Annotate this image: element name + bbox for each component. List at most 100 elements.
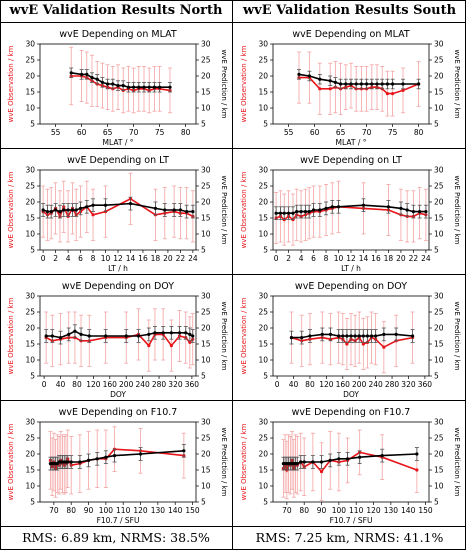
prediction-point <box>320 332 324 336</box>
prediction-point <box>405 208 409 212</box>
x-tick-label: 8 <box>91 254 96 263</box>
prediction-point <box>112 454 117 458</box>
y-tick-label: 5 <box>263 498 268 507</box>
prediction-point <box>169 331 173 335</box>
y2-axis-label: wvE Prediction / km <box>220 50 228 119</box>
y-tick-label: 15 <box>25 466 35 475</box>
observation-point <box>328 87 332 91</box>
prediction-point <box>382 332 386 336</box>
plot-data <box>289 311 415 374</box>
x-tick-label: 200 <box>119 380 134 389</box>
y2-tick-label: 15 <box>434 214 444 223</box>
prediction-point <box>128 202 133 206</box>
prediction-point <box>85 205 89 209</box>
x-tick-label: 100 <box>99 506 114 515</box>
chart-title: wvE Depending on MLAT <box>59 29 177 40</box>
prediction-point <box>70 208 75 212</box>
y-tick-label: 25 <box>258 308 268 317</box>
x-tick-label: 70 <box>49 506 59 515</box>
prediction-point <box>45 210 50 214</box>
x-tick-label: 2 <box>286 254 291 263</box>
x-tick-label: 110 <box>116 506 131 515</box>
prediction-point <box>163 208 167 212</box>
y-tick-label: 20 <box>25 450 35 459</box>
prediction-point <box>328 458 332 462</box>
prediction-point <box>299 210 303 214</box>
x-tick-label: 70 <box>129 128 139 137</box>
x-tick-label: 240 <box>368 380 383 389</box>
chart-title: wvE Depending on DOY <box>295 281 407 292</box>
prediction-point <box>152 85 156 89</box>
prediction-point <box>74 208 78 212</box>
observation-point <box>188 340 192 344</box>
y-tick-label: 15 <box>258 466 268 475</box>
plot-data <box>44 308 195 372</box>
prediction-point <box>66 208 70 212</box>
x-tick-label: 140 <box>401 506 416 515</box>
prediction-point <box>345 334 349 338</box>
y2-tick-label: 25 <box>434 182 444 191</box>
prediction-point <box>359 82 363 86</box>
prediction-point <box>337 334 341 338</box>
y2-tick-label: 30 <box>201 418 211 427</box>
prediction-point <box>142 85 146 89</box>
prediction-point <box>291 211 295 215</box>
x-tick-label: 75 <box>388 128 398 137</box>
x-tick-label: 110 <box>349 506 364 515</box>
y2-tick-label: 5 <box>434 372 439 381</box>
y-tick-label: 25 <box>258 182 268 191</box>
y2-tick-label: 10 <box>201 482 211 491</box>
x-tick-label: 120 <box>133 506 148 515</box>
x-tick-label: 22 <box>409 254 419 263</box>
y-tick-label: 5 <box>263 120 268 129</box>
prediction-point <box>69 460 73 464</box>
prediction-point <box>394 332 398 336</box>
y-tick-label: 30 <box>25 418 35 427</box>
y2-tick-label: 15 <box>201 88 211 97</box>
y2-tick-label: 30 <box>434 418 444 427</box>
y2-tick-label: 20 <box>434 324 444 333</box>
header-divider <box>0 22 466 23</box>
prediction-point <box>91 203 95 207</box>
prediction-point <box>318 208 322 212</box>
y-tick-label: 10 <box>25 482 35 491</box>
prediction-point <box>401 82 405 86</box>
y-tick-label: 30 <box>258 166 268 175</box>
footer-south: RMS: 7.25 km, NRMS: 41.1% <box>255 530 444 545</box>
x-tick-label: 160 <box>103 380 118 389</box>
x-tick-label: 55 <box>284 128 294 137</box>
plot-data <box>281 429 419 501</box>
y-tick-label: 5 <box>30 498 35 507</box>
y-tick-label: 20 <box>258 324 268 333</box>
prediction-point <box>410 334 415 338</box>
prediction-point <box>339 82 343 86</box>
y-tick-label: 10 <box>258 104 268 113</box>
y2-axis-label: wvE Prediction / km <box>453 176 461 245</box>
x-axis-label: F10.7 / SFU <box>97 516 140 525</box>
y-tick-label: 5 <box>30 372 35 381</box>
prediction-point <box>349 82 353 86</box>
prediction-point <box>411 210 415 214</box>
prediction-point <box>399 206 403 210</box>
x-tick-label: 120 <box>366 506 381 515</box>
x-tick-label: 16 <box>138 254 148 263</box>
prediction-point <box>337 457 341 461</box>
x-axis-label: LT / h <box>341 264 361 273</box>
x-tick-label: 360 <box>185 380 200 389</box>
prediction-line <box>276 204 426 214</box>
x-tick-label: 16 <box>371 254 381 263</box>
y-axis-label: wvE Observation / km <box>7 171 15 248</box>
prediction-point <box>319 460 324 464</box>
prediction-point <box>287 211 291 215</box>
y2-tick-label: 25 <box>434 56 444 65</box>
x-tick-label: 8 <box>324 254 329 263</box>
y-tick-label: 20 <box>25 324 35 333</box>
prediction-point <box>358 455 362 459</box>
prediction-point <box>345 457 350 461</box>
y-tick-label: 25 <box>258 56 268 65</box>
observation-point <box>382 345 386 349</box>
prediction-point <box>289 336 294 340</box>
row-divider-1 <box>0 148 466 149</box>
y2-tick-label: 15 <box>201 466 211 475</box>
